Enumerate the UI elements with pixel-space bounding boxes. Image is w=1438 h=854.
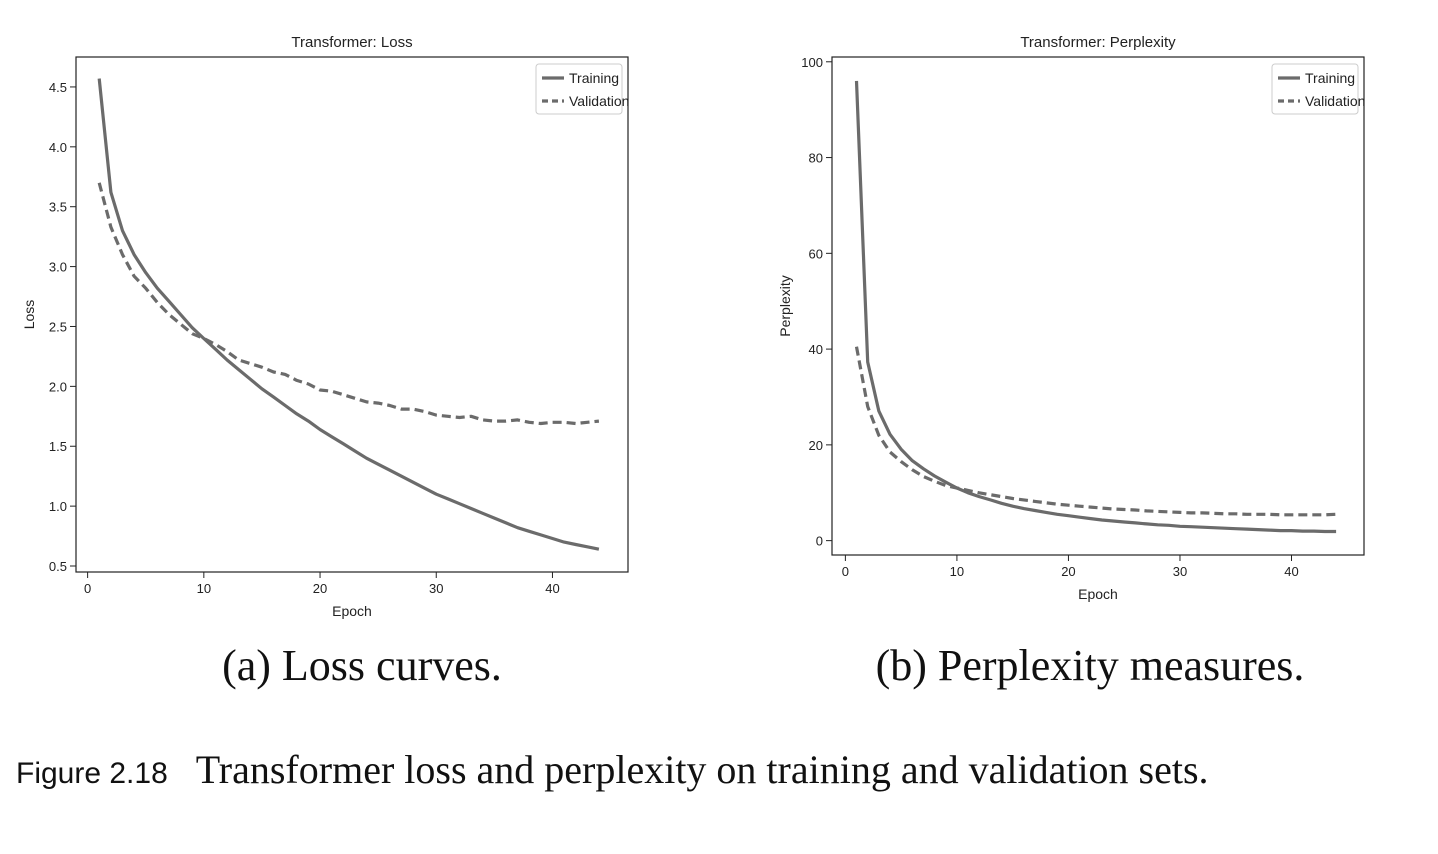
y-tick-label: 60: [809, 246, 823, 261]
x-tick-label: 10: [950, 564, 964, 579]
validation-line: [97, 182, 600, 426]
y-tick-label: 1.0: [49, 499, 67, 514]
validation-line: [854, 346, 1337, 517]
x-tick-label: 0: [842, 564, 849, 579]
y-tick-label: 3.0: [49, 260, 67, 275]
x-tick-label: 40: [545, 581, 559, 596]
y-axis-label: Loss: [21, 300, 37, 330]
x-tick-label: 40: [1284, 564, 1298, 579]
x-tick-label: 20: [1061, 564, 1075, 579]
legend-label-training: Training: [1305, 70, 1355, 86]
chart-title: Transformer: Perplexity: [1020, 34, 1176, 51]
chart-title: Transformer: Loss: [291, 34, 412, 51]
figure-caption: Figure 2.18 Transformer loss and perplexi…: [16, 740, 1436, 804]
y-tick-label: 2.0: [49, 379, 67, 394]
x-tick-label: 0: [84, 581, 91, 596]
figure-label: Figure 2.18: [16, 757, 168, 790]
training-line: [854, 80, 1337, 534]
plot-frame: [75, 56, 629, 573]
training-line: [97, 78, 600, 551]
y-tick-label: 80: [809, 151, 823, 166]
y-tick-label: 4.0: [49, 140, 67, 155]
loss-chart: Transformer: Loss 0 10 20 30 40 0.5 1.0 1.5 2.0 2.…: [21, 34, 629, 619]
y-tick-label: 4.5: [49, 80, 67, 95]
y-tick-label: 0.5: [49, 559, 67, 574]
legend-label-training: Training: [569, 70, 619, 86]
x-tick-label: 30: [429, 581, 443, 596]
x-tick-label: 10: [197, 581, 211, 596]
y-tick-label: 100: [801, 55, 823, 70]
legend-label-validation: Validation: [569, 93, 629, 109]
perplexity-chart: Transformer: Perplexity 0 10 20 30 40 0 20 40 60 8…: [777, 34, 1365, 602]
y-axis-label: Perplexity: [777, 275, 793, 336]
subcaption-perplexity: (b) Perplexity measures.: [875, 641, 1305, 690]
y-tick-label: 3.5: [49, 200, 67, 215]
y-tick-label: 0: [816, 534, 823, 549]
y-tick-label: 2.5: [49, 319, 67, 334]
subcaption-loss: (a) Loss curves.: [222, 641, 502, 690]
x-tick-label: 30: [1173, 564, 1187, 579]
y-tick-label: 40: [809, 342, 823, 357]
y-tick-label: 20: [809, 438, 823, 453]
figure-caption-text: Transformer loss and perplexity on train…: [195, 747, 1209, 792]
x-tick-label: 20: [313, 581, 327, 596]
legend-label-validation: Validation: [1305, 93, 1365, 109]
x-axis-label: Epoch: [332, 603, 372, 619]
x-axis-label: Epoch: [1078, 586, 1118, 602]
y-tick-label: 1.5: [49, 439, 67, 454]
plot-frame: [831, 56, 1365, 556]
